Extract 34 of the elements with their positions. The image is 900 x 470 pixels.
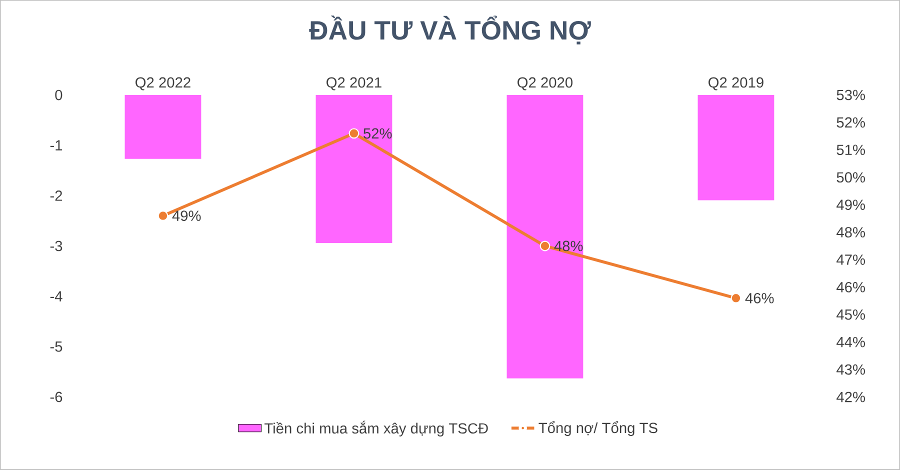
legend-label: Tiền chi mua sắm xây dựng TSCĐ: [264, 420, 488, 436]
y-tick-label: -5: [50, 342, 62, 352]
y2-tick-label: 47%: [836, 254, 865, 265]
data-label: 46%: [745, 292, 774, 304]
y2-tick-label: 50%: [836, 172, 865, 183]
y-tick-label: 0: [55, 90, 62, 100]
legend-label: Tổng nợ/ Tổng TS: [538, 421, 658, 436]
y2-tick-label: 46%: [836, 282, 865, 292]
x-tick-label: Q2 2021: [326, 77, 382, 90]
y-tick-label: -3: [50, 240, 62, 252]
y-tick-label: -6: [50, 392, 62, 402]
y-tick-label: -2: [50, 190, 62, 201]
y-tick-label: -4: [50, 291, 62, 302]
y2-tick-label: 45%: [836, 309, 865, 320]
chart-title: ĐẦU TƯ VÀ TỔNG NỢ: [309, 16, 591, 44]
data-label: 48%: [554, 240, 583, 252]
x-tick-label: Q2 2019: [708, 77, 764, 90]
y2-tick-label: 43%: [836, 364, 865, 375]
y-tick-label: -1: [50, 140, 62, 150]
x-tick-label: Q2 2020: [518, 77, 572, 90]
data-label: 52%: [364, 128, 392, 139]
y2-tick-label: 48%: [836, 227, 865, 238]
y2-tick-label: 44%: [836, 336, 865, 348]
x-tick-label: Q2 2022: [136, 77, 190, 90]
point: [540, 240, 550, 252]
y2-tick-label: 49%: [836, 200, 865, 210]
data-label: 49%: [172, 210, 201, 221]
point: [348, 128, 360, 139]
y2-tick-label: 52%: [836, 117, 865, 128]
y2-tick-label: 51%: [836, 144, 865, 156]
y2-tick-label: 53%: [836, 90, 865, 100]
point: [730, 292, 742, 304]
y2-tick-label: 42%: [836, 392, 865, 402]
point: [158, 210, 168, 221]
